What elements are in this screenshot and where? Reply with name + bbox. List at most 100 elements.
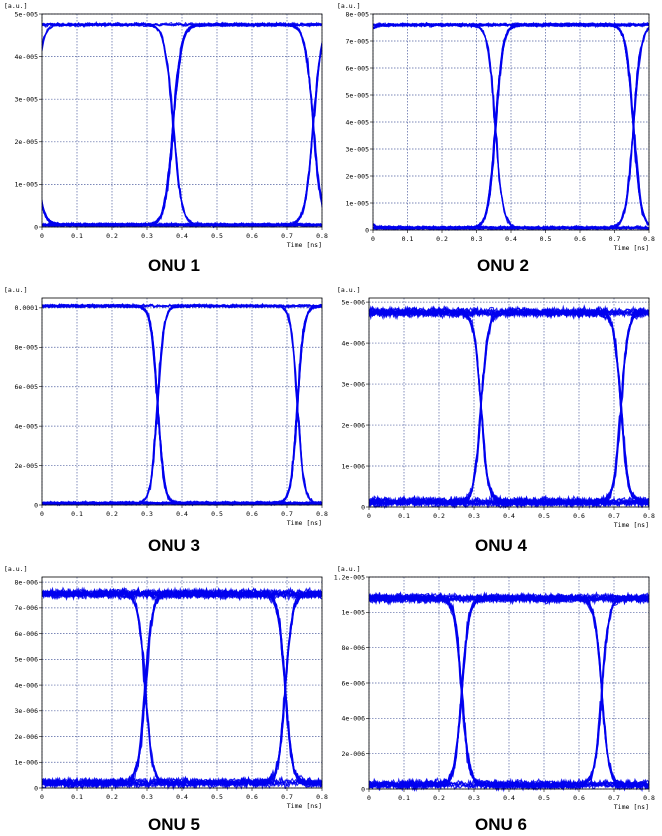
x-tick-label: 0.7 <box>281 793 293 801</box>
y-tick-label: 1e-006 <box>15 759 39 767</box>
x-tick-label: 0.2 <box>106 793 118 801</box>
x-axis-label: Time [ns] <box>287 519 322 527</box>
eye-trace <box>369 593 649 792</box>
y-tick-label: 5e-005 <box>15 10 39 18</box>
x-tick-label: 0.5 <box>211 232 223 240</box>
x-tick-label: 0.1 <box>402 235 414 243</box>
x-tick-label: 0.1 <box>71 232 83 240</box>
x-tick-label: 0.7 <box>608 512 620 520</box>
x-tick-label: 0.5 <box>540 235 552 243</box>
eye-trace <box>369 305 649 509</box>
onu1-caption: ONU 1 <box>148 256 200 275</box>
y-tick-label: 4e-006 <box>15 681 39 689</box>
onu4-caption: ONU 4 <box>475 536 527 555</box>
y-axis-label: [a.u.] <box>4 2 27 10</box>
y-tick-label: 1e-005 <box>15 181 39 189</box>
y-tick-label: 6e-006 <box>342 679 366 687</box>
x-tick-label: 0.3 <box>468 794 480 802</box>
y-tick-label: 8e-005 <box>346 10 370 18</box>
y-axis-label: [a.u.] <box>4 286 27 294</box>
eye-traces <box>42 586 322 791</box>
eye-traces <box>369 591 649 793</box>
eye-diagram-onu6-plot: 0 0.1 0.2 0.3 0.4 0.5 0.6 0.7 0.8 0 2e-006 4e-006 6e… <box>334 565 655 811</box>
x-tick-label: 0.4 <box>505 235 517 243</box>
grid <box>368 576 650 790</box>
eye-traces <box>373 21 649 231</box>
eye-trace <box>373 21 649 231</box>
x-tick-label: 0.3 <box>141 510 153 518</box>
eye-traces <box>42 20 322 229</box>
y-tick-label: 7e-006 <box>15 604 39 612</box>
y-tick-label: 2e-005 <box>15 138 39 146</box>
y-tick-label: 0 <box>34 784 38 792</box>
y-tick-label: 4e-006 <box>342 715 366 723</box>
y-tick-label: 6e-006 <box>15 630 39 638</box>
eye-trace <box>42 21 322 228</box>
y-tick-label: 0 <box>34 501 38 509</box>
x-tick-label: 0.4 <box>176 793 188 801</box>
y-tick-label: 0 <box>34 223 38 231</box>
x-tick-label: 0.4 <box>503 794 515 802</box>
y-tick-label: 8e-006 <box>15 578 39 586</box>
x-tick-label: 0.3 <box>141 232 153 240</box>
x-tick-label: 0 <box>367 512 371 520</box>
eye-trace <box>369 306 649 510</box>
eye-trace <box>42 21 322 228</box>
eye-trace <box>369 305 649 505</box>
x-tick-label: 0.6 <box>246 510 258 518</box>
x-tick-label: 0.6 <box>573 512 585 520</box>
x-tick-label: 0 <box>40 510 44 518</box>
x-tick-label: 0.3 <box>468 512 480 520</box>
eye-trace <box>42 303 322 507</box>
grid <box>368 298 650 508</box>
y-tick-label: 4e-005 <box>15 422 39 430</box>
eye-traces <box>42 302 322 507</box>
x-tick-label: 0.2 <box>106 232 118 240</box>
y-tick-label: 2e-005 <box>346 172 370 180</box>
x-tick-label: 0.7 <box>281 510 293 518</box>
eye-trace <box>373 22 649 30</box>
y-tick-label: 8e-006 <box>342 644 366 652</box>
y-tick-label: 2e-006 <box>342 750 366 758</box>
x-tick-label: 0.6 <box>573 794 585 802</box>
onu2-caption: ONU 2 <box>477 256 529 275</box>
y-tick-label: 4e-005 <box>346 118 370 126</box>
y-tick-label: 5e-006 <box>15 656 39 664</box>
x-tick-label: 0.8 <box>316 510 328 518</box>
eye-trace <box>369 305 649 318</box>
y-axis-label: [a.u.] <box>337 2 360 10</box>
eye-trace <box>369 310 649 510</box>
x-tick-label: 0.8 <box>643 235 655 243</box>
x-tick-label: 0.6 <box>574 235 586 243</box>
x-tick-label: 0.1 <box>398 794 410 802</box>
x-tick-label: 0.6 <box>246 232 258 240</box>
eye-trace <box>42 20 322 228</box>
y-tick-label: 1e-005 <box>342 609 366 617</box>
eye-trace <box>42 21 322 227</box>
x-tick-label: 0.4 <box>176 510 188 518</box>
x-axis-label: Time [ns] <box>614 244 649 252</box>
x-tick-label: 0.1 <box>398 512 410 520</box>
y-tick-label: 0 <box>365 226 369 234</box>
y-tick-label: 6e-005 <box>346 64 370 72</box>
y-tick-label: 3e-005 <box>346 145 370 153</box>
x-tick-label: 0.1 <box>71 510 83 518</box>
y-tick-label: 0 <box>361 785 365 793</box>
y-tick-label: 5e-005 <box>346 91 370 99</box>
onu6-caption: ONU 6 <box>475 815 527 834</box>
x-tick-label: 0.2 <box>433 512 445 520</box>
y-tick-label: 2e-006 <box>15 733 39 741</box>
eye-diagram-onu3-plot: 0 0.1 0.2 0.3 0.4 0.5 0.6 0.7 0.8 0 2e-005 4e-005 6e… <box>4 286 328 527</box>
x-tick-label: 0.7 <box>608 794 620 802</box>
grid <box>372 13 650 231</box>
x-tick-label: 0.5 <box>538 794 550 802</box>
x-tick-label: 0 <box>367 794 371 802</box>
eye-diagram-onu4-plot: 0 0.1 0.2 0.3 0.4 0.5 0.6 0.7 0.8 0 1e-006 2e-006 3e… <box>337 286 655 529</box>
y-tick-label: 5e-006 <box>342 298 366 306</box>
x-tick-label: 0.8 <box>316 793 328 801</box>
y-tick-label: 7e-005 <box>346 37 370 45</box>
x-axis-label: Time [ns] <box>287 241 322 249</box>
x-tick-label: 0.5 <box>538 512 550 520</box>
x-tick-label: 0.7 <box>609 235 621 243</box>
x-tick-label: 0.8 <box>316 232 328 240</box>
